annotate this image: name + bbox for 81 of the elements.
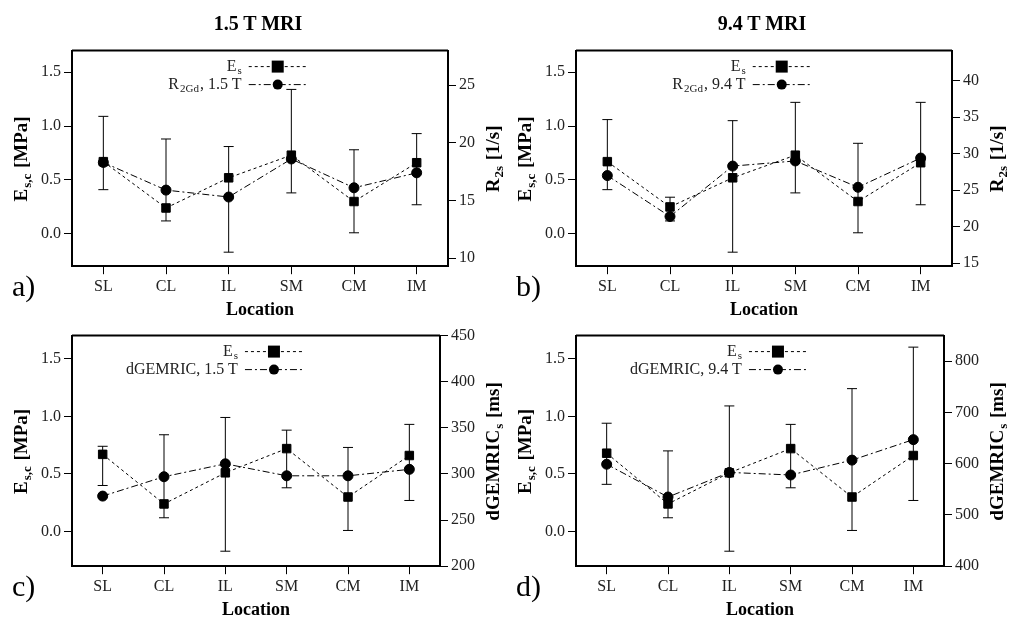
x-tick-label: SL	[94, 277, 113, 294]
x-tick-label: IM	[399, 577, 420, 594]
y2-tick-label: 500	[955, 505, 979, 523]
y-tick-label: 0.0	[545, 521, 565, 539]
y-tick-label: 1.5	[545, 62, 565, 80]
y2-axis-title: R2s [1/s]	[481, 125, 507, 193]
text: b)	[516, 269, 541, 304]
x-tick-label: CL	[657, 577, 679, 594]
y2-tick-label: 700	[955, 402, 979, 420]
x-tick-label: IM	[406, 277, 427, 294]
x-tick-label: IL	[725, 277, 741, 294]
x-tick-label: IM	[903, 577, 924, 594]
y-tick-label: 1.5	[41, 348, 61, 366]
chart-title: 9.4 T MRI	[716, 11, 808, 36]
y2-tick-label: 600	[955, 453, 979, 471]
x-axis-title: Location	[725, 598, 795, 619]
x-tick-label: IM	[910, 277, 931, 294]
y2-tick-label: 20	[459, 133, 475, 151]
y-tick-label: 1.5	[545, 348, 565, 366]
x-tick-label: CM	[839, 577, 865, 594]
y-tick-label: 0.5	[41, 464, 61, 482]
x-tick-label: SM	[779, 577, 803, 594]
legend-label: dGEMRIC, 9.4 T	[629, 359, 742, 377]
y2-axis-title: dGEMRICs [ms]	[985, 382, 1011, 521]
y2-tick-label: 25	[963, 180, 979, 198]
y-axis-title: Es,c [MPa]	[9, 116, 35, 202]
x-axis-title: Location	[729, 298, 799, 319]
x-tick-label: IL	[217, 577, 233, 594]
y-tick-label: 1.0	[41, 116, 61, 134]
y-axis-title: Es,c [MPa]	[513, 116, 539, 202]
y-tick-label: 0.5	[545, 464, 565, 482]
y2-tick-label: 20	[963, 216, 979, 234]
x-tick-label: SM	[783, 277, 807, 294]
legend-label: dGEMRIC, 1.5 T	[125, 359, 238, 377]
chart-title: 1.5 T MRI	[212, 11, 304, 36]
x-tick-label: CM	[341, 277, 367, 294]
y2-tick-label: 35	[963, 107, 979, 125]
y2-tick-label: 400	[451, 371, 475, 389]
y-tick-label: 0.0	[545, 224, 565, 242]
y2-tick-label: 40	[963, 70, 979, 88]
text: c)	[12, 569, 36, 604]
x-tick-label: SL	[597, 577, 616, 594]
y-axis-title: Es,c [MPa]	[513, 408, 539, 494]
y2-tick-label: 10	[459, 248, 475, 266]
x-tick-label: CL	[659, 277, 681, 294]
x-tick-label: SM	[275, 577, 299, 594]
y2-tick-label: 800	[955, 351, 979, 369]
x-axis-title: Location	[225, 298, 295, 319]
y-tick-label: 0.5	[41, 170, 61, 188]
y2-tick-label: 350	[451, 418, 475, 436]
y2-tick-label: 25	[459, 75, 475, 93]
x-tick-label: IL	[721, 577, 737, 594]
y-tick-label: 0.5	[545, 170, 565, 188]
y2-tick-label: 450	[451, 325, 475, 343]
y2-axis-title: R2s [1/s]	[985, 125, 1011, 193]
x-tick-label: CM	[335, 577, 361, 594]
x-tick-label: CM	[845, 277, 871, 294]
y2-tick-label: 30	[963, 143, 979, 161]
y2-tick-label: 15	[963, 253, 979, 271]
text: d)	[516, 569, 541, 604]
text: a)	[12, 269, 36, 304]
x-tick-label: SL	[598, 277, 617, 294]
y-axis-title: Es,c [MPa]	[9, 408, 35, 494]
x-tick-label: CL	[153, 577, 175, 594]
y2-axis-title: dGEMRICs [ms]	[481, 382, 507, 521]
x-tick-label: CL	[155, 277, 177, 294]
y2-tick-label: 300	[451, 464, 475, 482]
y-tick-label: 0.0	[41, 521, 61, 539]
y2-tick-label: 250	[451, 510, 475, 528]
y-tick-label: 1.5	[41, 62, 61, 80]
x-tick-label: SL	[93, 577, 112, 594]
y2-tick-label: 200	[451, 556, 475, 574]
x-tick-label: SM	[279, 277, 303, 294]
y2-tick-label: 400	[955, 556, 979, 574]
x-tick-label: IL	[221, 277, 237, 294]
y-tick-label: 1.0	[545, 406, 565, 424]
x-axis-title: Location	[221, 598, 291, 619]
y-tick-label: 1.0	[41, 406, 61, 424]
y-tick-label: 1.0	[545, 116, 565, 134]
y2-tick-label: 15	[459, 190, 475, 208]
y-tick-label: 0.0	[41, 224, 61, 242]
